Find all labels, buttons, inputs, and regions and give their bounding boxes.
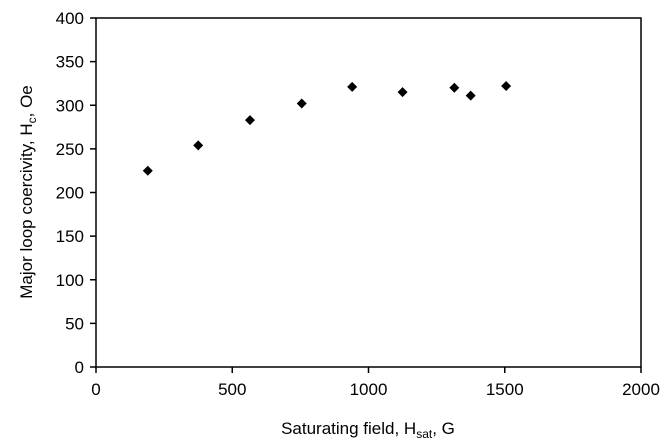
plot-area-frame [95, 17, 642, 368]
y-tick-label: 50 [65, 314, 84, 333]
data-point-marker [142, 165, 153, 176]
data-point-marker [397, 87, 408, 98]
x-tick-label: 2000 [622, 380, 660, 399]
y-axis-ticks [90, 17, 96, 368]
data-point-marker [193, 140, 204, 151]
data-point-marker [244, 115, 255, 126]
data-point-marker [465, 90, 476, 101]
x-tick-label: 0 [91, 380, 100, 399]
data-point-marker [296, 98, 307, 109]
y-tick-label: 0 [75, 358, 84, 377]
y-tick-label: 250 [56, 140, 84, 159]
data-points [142, 81, 512, 176]
y-tick-label: 100 [56, 271, 84, 290]
x-axis-tick-labels: 0 500 1000 1500 2000 [91, 380, 660, 399]
x-tick-label: 1500 [486, 380, 524, 399]
y-axis-tick-labels: 0 50 100 150 200 250 300 350 400 [56, 9, 84, 377]
data-point-marker [347, 81, 358, 92]
y-tick-label: 400 [56, 9, 84, 28]
y-tick-label: 350 [56, 53, 84, 72]
data-point-marker [501, 81, 512, 92]
y-axis-title: Major loop coercivity, Hc, Oe [17, 85, 39, 299]
x-axis-ticks [95, 367, 642, 373]
data-point-marker [449, 82, 460, 93]
x-tick-label: 500 [218, 380, 246, 399]
x-axis-title: Saturating field, Hsat, G [281, 419, 455, 441]
y-tick-label: 150 [56, 227, 84, 246]
y-tick-label: 300 [56, 96, 84, 115]
x-tick-label: 1000 [350, 380, 388, 399]
y-tick-label: 200 [56, 184, 84, 203]
